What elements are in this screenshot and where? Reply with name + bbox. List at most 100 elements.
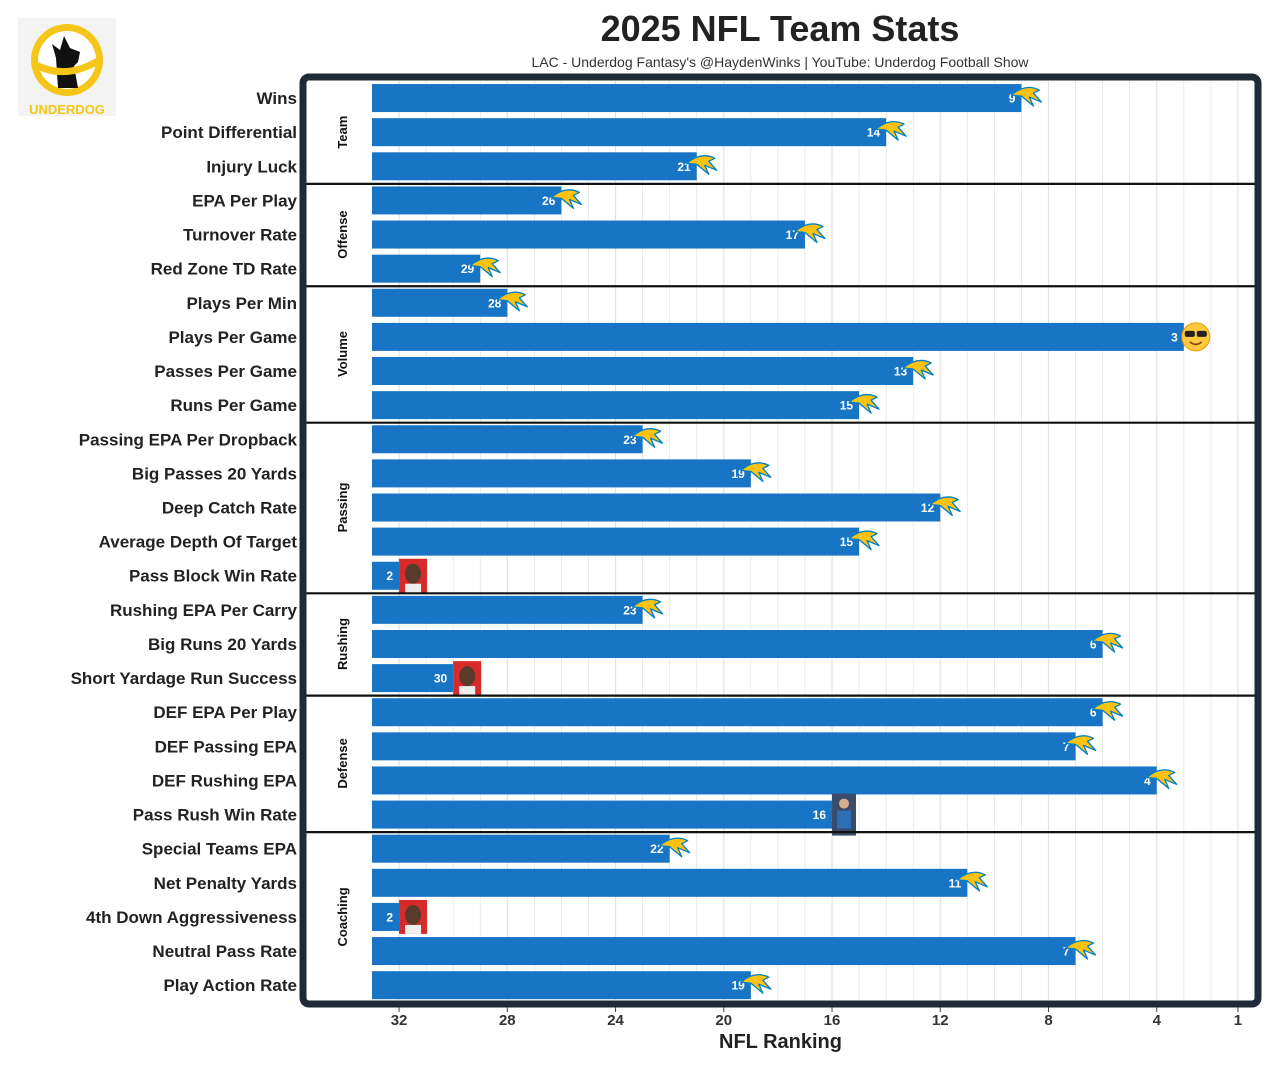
data-label: 2	[386, 569, 393, 583]
category-label: Short Yardage Run Success	[71, 669, 297, 688]
data-label: 9	[1009, 92, 1016, 106]
bolt-icon	[631, 428, 664, 448]
data-label: 4	[1144, 774, 1151, 788]
shirt	[405, 583, 422, 593]
chart-subtitle: LAC - Underdog Fantasy's @HaydenWinks | …	[531, 54, 1029, 70]
x-tick-label: 4	[1153, 1012, 1162, 1029]
bolt-icon	[1064, 939, 1097, 960]
bolt-icon	[1010, 86, 1043, 107]
bar[interactable]	[372, 664, 454, 693]
chart-title: 2025 NFL Team Stats	[600, 8, 960, 49]
bar[interactable]	[372, 629, 1103, 658]
bar[interactable]	[372, 391, 860, 420]
data-label: 7	[1063, 740, 1070, 754]
data-label: 6	[1090, 637, 1097, 651]
category-label: Passing EPA Per Dropback	[79, 430, 298, 449]
bar[interactable]	[372, 493, 941, 522]
category-label: Turnover Rate	[183, 226, 297, 245]
data-label: 3	[1171, 330, 1178, 344]
data-label: 30	[434, 672, 448, 686]
category-label: DEF EPA Per Play	[153, 703, 297, 722]
bar[interactable]	[372, 732, 1076, 761]
face	[459, 666, 476, 687]
category-label: Red Zone TD Rate	[151, 260, 297, 279]
group-label: Passing	[335, 483, 350, 533]
x-tick-label: 8	[1044, 1012, 1052, 1029]
bar[interactable]	[372, 254, 481, 283]
bar[interactable]	[372, 84, 1022, 113]
bar[interactable]	[372, 868, 968, 897]
group-label: Volume	[335, 331, 350, 377]
bar[interactable]	[372, 152, 697, 181]
bar[interactable]	[372, 971, 751, 1000]
bar[interactable]	[372, 425, 643, 454]
bar[interactable]	[372, 698, 1103, 727]
bolt-icon	[1064, 735, 1097, 755]
category-label: Big Passes 20 Yards	[132, 464, 297, 483]
bolt-icon	[631, 598, 664, 619]
smile	[1189, 341, 1203, 346]
bar[interactable]	[372, 527, 860, 556]
category-label: 4th Down Aggressiveness	[86, 908, 297, 927]
bolt-icon	[550, 189, 583, 210]
bolt-icon	[686, 155, 718, 175]
bar[interactable]	[372, 118, 887, 147]
category-label: Wins	[257, 89, 297, 108]
bolt-icon	[848, 393, 880, 414]
category-label: Runs Per Game	[170, 396, 297, 415]
bar[interactable]	[372, 288, 508, 317]
x-tick-label: 28	[499, 1012, 516, 1029]
category-label: Average Depth Of Target	[99, 533, 298, 552]
category-label: Passes Per Game	[154, 362, 297, 381]
bar[interactable]	[372, 322, 1184, 351]
bolt-icon	[794, 223, 826, 244]
group-label: Rushing	[335, 618, 350, 670]
bolt-icon	[848, 530, 880, 551]
bar[interactable]	[372, 937, 1076, 966]
x-axis-title: NFL Ranking	[719, 1031, 842, 1053]
bolt-icon	[740, 973, 772, 994]
bar[interactable]	[372, 186, 562, 215]
x-tick-label: 32	[391, 1012, 408, 1029]
jersey	[837, 810, 852, 829]
plot-frame	[299, 73, 1262, 1008]
bar[interactable]	[372, 902, 400, 931]
bolt-icon	[929, 496, 961, 517]
bar[interactable]	[372, 459, 751, 488]
sunglasses-left	[1184, 330, 1195, 337]
face	[405, 563, 422, 584]
bar[interactable]	[372, 220, 805, 249]
x-tick-label: 12	[932, 1012, 949, 1029]
bolt-icon	[659, 837, 691, 858]
bolt-icon	[496, 291, 528, 312]
bar[interactable]	[372, 766, 1157, 795]
bolt-icon	[875, 120, 907, 141]
data-label: 2	[386, 910, 393, 924]
face	[405, 904, 422, 925]
category-label: Net Penalty Yards	[154, 874, 297, 893]
bolt-icon	[902, 359, 934, 380]
bar[interactable]	[372, 834, 670, 863]
x-tick-label: 1	[1234, 1012, 1242, 1029]
head	[839, 798, 850, 809]
sunglasses-right	[1196, 330, 1207, 337]
bar[interactable]	[372, 357, 914, 386]
bolt-icon	[1091, 700, 1124, 721]
group-label: Defense	[335, 738, 350, 789]
group-label: Offense	[335, 210, 350, 258]
underdog-logo: UNDERDOG	[18, 18, 116, 117]
bar[interactable]	[372, 595, 643, 624]
category-label: Injury Luck	[206, 157, 297, 176]
x-tick-label: 16	[824, 1012, 841, 1029]
category-label: DEF Passing EPA	[155, 737, 297, 756]
group-label: Coaching	[335, 887, 350, 946]
bar[interactable]	[372, 561, 400, 590]
category-label: Plays Per Game	[168, 328, 297, 347]
x-tick-label: 24	[607, 1012, 624, 1029]
shirt	[459, 686, 476, 696]
data-label: 6	[1090, 706, 1097, 720]
category-label: Neutral Pass Rate	[152, 942, 297, 961]
bolt-icon	[469, 257, 501, 278]
bar[interactable]	[372, 800, 833, 829]
category-label: Special Teams EPA	[142, 840, 297, 859]
